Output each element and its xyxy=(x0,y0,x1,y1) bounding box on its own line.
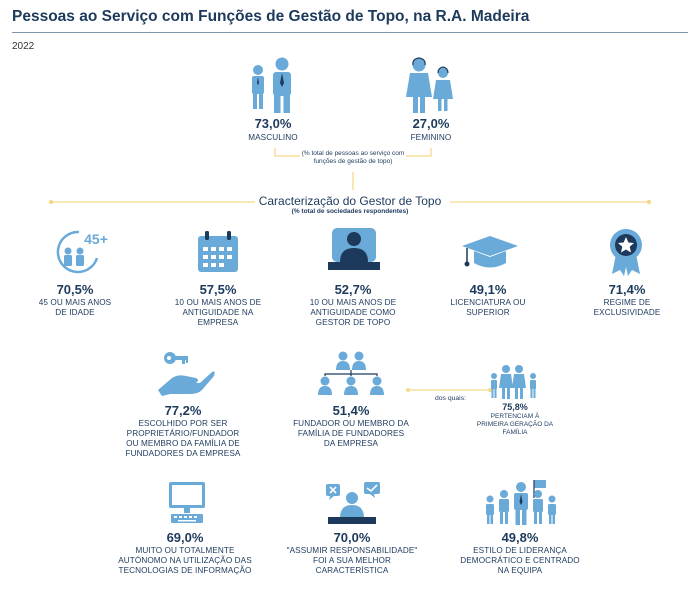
age45-label: 45 OU MAIS ANOS DE IDADE xyxy=(38,298,112,317)
responsibility-value: 70,0% xyxy=(333,530,371,545)
leadership-value: 49,8% xyxy=(501,530,539,545)
executive-desk-icon xyxy=(328,228,380,270)
tenure-company-value: 57,5% xyxy=(199,282,237,297)
computer-icon xyxy=(169,482,205,523)
degree-label: LICENCIATURA OU SUPERIOR xyxy=(450,298,526,317)
female-figures-icon xyxy=(406,57,453,113)
responsibility-label: "ASSUMIR RESPONSABILIDADE" FOI A SUA MEL… xyxy=(286,546,418,575)
first-gen-value: 75,8% xyxy=(502,402,528,412)
male-label: MASCULINO xyxy=(248,133,298,142)
gender-note: (% total de pessoas ao serviço com funçõ… xyxy=(301,150,405,165)
female-value: 27,0% xyxy=(412,116,450,131)
female-label: FEMININO xyxy=(410,133,452,142)
tech-value: 69,0% xyxy=(166,530,204,545)
team-leader-icon xyxy=(486,480,556,525)
section-title: Caracterização do Gestor de Topo xyxy=(0,194,700,208)
title-divider xyxy=(12,32,688,33)
age45-value: 70,5% xyxy=(56,282,94,297)
page-title: Pessoas ao Serviço com Funções de Gestão… xyxy=(12,8,530,25)
decision-person-icon xyxy=(326,482,380,524)
multigeneration-family-icon xyxy=(491,365,536,399)
degree-value: 49,1% xyxy=(469,282,507,297)
exclusive-label: REGIME DE EXCLUSIVIDADE xyxy=(593,298,661,317)
leadership-label: ESTILO DE LIDERANÇA DEMOCRÁTICO E CENTRA… xyxy=(460,546,580,575)
male-value: 73,0% xyxy=(254,116,292,131)
section-subtitle: (% total de sociedades respondentes) xyxy=(291,208,409,215)
calendar-icon xyxy=(198,231,238,272)
chosen-label: ESCOLHIDO POR SER PROPRIETÁRIO/FUNDADOR … xyxy=(125,419,241,458)
tenure-manager-label: 10 OU MAIS ANOS DE ANTIGUIDADE COMO GEST… xyxy=(309,298,397,327)
connector-label: dos quais: xyxy=(435,395,466,402)
tech-label: MUITO OU TOTALMENTE AUTÓNOMO NA UTILIZAÇ… xyxy=(118,546,252,575)
male-figures-icon xyxy=(252,57,291,113)
exclusive-value: 71,4% xyxy=(608,282,646,297)
tenure-company-label: 10 OU MAIS ANOS DE ANTIGUIDADE NA EMPRES… xyxy=(174,298,262,327)
family-tree-icon xyxy=(318,351,384,395)
graduation-cap-icon xyxy=(462,236,518,268)
award-ribbon-icon xyxy=(610,229,642,276)
first-gen-label: PERTENCIAM À PRIMEIRA GERAÇÃO DA FAMÍLIA xyxy=(476,413,554,436)
chosen-value: 77,2% xyxy=(164,403,202,418)
age-45-icon: 45+ xyxy=(56,230,108,274)
year-label: 2022 xyxy=(12,41,35,52)
tenure-manager-value: 52,7% xyxy=(334,282,372,297)
founder-value: 51,4% xyxy=(332,403,370,418)
founder-label: FUNDADOR OU MEMBRO DA FAMÍLIA DE FUNDADO… xyxy=(293,419,409,448)
svg-text:45+: 45+ xyxy=(84,231,108,247)
hand-key-icon xyxy=(158,352,215,396)
